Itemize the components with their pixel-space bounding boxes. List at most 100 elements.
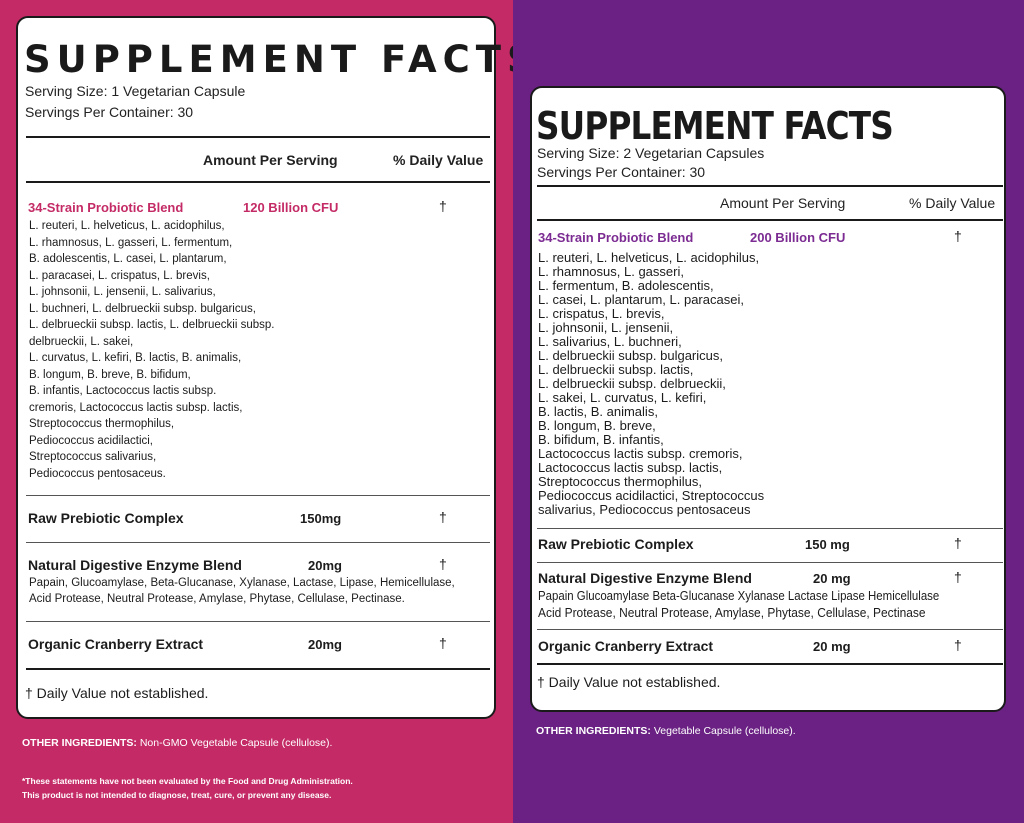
disclaimer-line: *These statements have not been evaluate…	[22, 776, 353, 786]
left-divider-bottom	[26, 668, 490, 670]
right-footnote: † Daily Value not established.	[537, 674, 721, 690]
left-title: SUPPLEMENT FACTS	[24, 38, 540, 81]
left-other-ingredients: OTHER INGREDIENTS: Non-GMO Vegetable Cap…	[22, 737, 332, 749]
strain-line: cremoris, Lactococcus lactis subsp. lact…	[29, 401, 243, 414]
right-label-panel: SUPPLEMENT FACTS Serving Size: 2 Vegetar…	[513, 0, 1024, 823]
left-cranberry-name: Organic Cranberry Extract	[28, 636, 204, 652]
left-enzyme-amount: 20mg	[308, 558, 342, 573]
strain-line: L. crispatus, L. brevis,	[538, 306, 665, 321]
right-enzyme-dv: †	[954, 569, 962, 585]
right-other-ingredients-value: Vegetable Capsule (cellulose).	[650, 725, 796, 737]
left-other-ingredients-label: OTHER INGREDIENTS:	[22, 737, 137, 749]
strain-line: B. longum, B. breve,	[538, 418, 656, 433]
strain-line: Lactococcus lactis subsp. lactis,	[538, 460, 723, 475]
left-divider-header	[26, 181, 490, 183]
strain-line: Streptococcus salivarius,	[29, 451, 157, 463]
strain-line: L. curvatus, L. kefiri, B. lactis, B. an…	[29, 352, 242, 364]
strain-line: L. casei, L. plantarum, L. paracasei,	[538, 292, 744, 307]
strain-line: L. delbrueckii subsp. lactis,	[538, 362, 694, 377]
strain-line: L. fermentum, B. adolescentis,	[538, 278, 714, 293]
right-divider-enzyme	[537, 629, 1003, 630]
right-other-ingredients: OTHER INGREDIENTS: Vegetable Capsule (ce…	[536, 725, 796, 737]
left-cranberry-amount: 20mg	[308, 637, 342, 652]
strain-line: Pediococcus acidilactici, Streptococcus	[538, 488, 765, 503]
left-divider-top	[26, 136, 490, 138]
left-label-panel: SUPPLEMENT FACTS Serving Size: 1 Vegetar…	[0, 0, 534, 823]
strain-line: L. reuteri, L. helveticus, L. acidophilu…	[29, 220, 225, 232]
strain-line: L. rhamnosus, L. gasseri, L. fermentum,	[29, 236, 233, 249]
right-supplement-facts-card: SUPPLEMENT FACTS Serving Size: 2 Vegetar…	[530, 86, 1006, 712]
strain-line: delbrueckii, L. sakei,	[29, 335, 134, 348]
strain-line: L. salivarius, L. buchneri,	[538, 334, 682, 349]
right-probiotic-blend-amount: 200 Billion CFU	[750, 230, 846, 245]
left-prebiotic-name: Raw Prebiotic Complex	[28, 510, 184, 526]
right-divider-bottom	[537, 663, 1003, 665]
right-other-ingredients-label: OTHER INGREDIENTS:	[536, 725, 651, 737]
right-divider-prebiotic	[537, 562, 1003, 563]
right-divider-top	[537, 185, 1003, 187]
right-title: SUPPLEMENT FACTS	[536, 104, 894, 148]
strain-line: L. sakei, L. curvatus, L. kefiri,	[538, 390, 707, 405]
right-strain-list: L. reuteri, L. helveticus, L. acidophilu…	[538, 251, 978, 517]
enzyme-line: Papain, Glucoamylase, Beta-Glucanase, Xy…	[29, 577, 455, 589]
left-serving-size: Serving Size: 1 Vegetarian Capsule	[25, 83, 246, 99]
strain-line: L. rhamnosus, L. gasseri,	[538, 264, 684, 279]
left-fda-disclaimer: *These statements have not been evaluate…	[22, 774, 502, 802]
right-prebiotic-dv: †	[954, 535, 962, 551]
left-probiotic-blend-amount: 120 Billion CFU	[243, 200, 339, 215]
left-strain-list: L. reuteri, L. helveticus, L. acidophilu…	[29, 218, 469, 482]
strain-line: L. buchneri, L. delbrueckii subsp. bulga…	[29, 302, 256, 315]
right-divider-header	[537, 219, 1003, 221]
right-header-amount: Amount Per Serving	[720, 195, 846, 211]
right-enzyme-list: Papain Glucoamylase Beta-Glucanase Xylan…	[538, 587, 1004, 621]
strain-line: L. paracasei, L. crispatus, L. brevis,	[29, 269, 210, 282]
strain-line: Lactococcus lactis subsp. cremoris,	[538, 446, 743, 461]
right-cranberry-name: Organic Cranberry Extract	[538, 638, 714, 654]
left-divider-prebiotic	[26, 542, 490, 543]
left-header-amount: Amount Per Serving	[203, 152, 338, 168]
right-servings-per-container: Servings Per Container: 30	[537, 164, 706, 180]
strain-line: B. adolescentis, L. casei, L. plantarum,	[29, 253, 227, 265]
right-cranberry-dv: †	[954, 637, 962, 653]
right-serving-size: Serving Size: 2 Vegetarian Capsules	[537, 145, 765, 161]
right-probiotic-blend-dv: †	[954, 228, 962, 244]
enzyme-line: Papain Glucoamylase Beta-Glucanase Xylan…	[538, 588, 940, 603]
strain-line: B. lactis, B. animalis,	[538, 404, 658, 419]
left-enzyme-list: Papain, Glucoamylase, Beta-Glucanase, Xy…	[29, 575, 489, 607]
left-other-ingredients-value: Non-GMO Vegetable Capsule (cellulose).	[136, 737, 333, 749]
enzyme-line: Acid Protease, Neutral Protease, Amylase…	[29, 593, 405, 605]
left-servings-per-container: Servings Per Container: 30	[25, 104, 194, 120]
strain-line: L. reuteri, L. helveticus, L. acidophilu…	[538, 250, 760, 265]
enzyme-line: Acid Protease, Neutral Protease, Amylase…	[538, 605, 926, 620]
strain-line: Pediococcus pentosaceus.	[29, 467, 166, 480]
right-probiotic-blend-name: 34-Strain Probiotic Blend	[538, 230, 694, 245]
left-footnote: † Daily Value not established.	[25, 685, 209, 701]
left-supplement-facts-card: SUPPLEMENT FACTS Serving Size: 1 Vegetar…	[16, 16, 534, 719]
strain-line: L. delbrueckii subsp. lactis, L. delbrue…	[29, 319, 275, 331]
strain-line: Streptococcus thermophilus,	[538, 474, 703, 489]
left-probiotic-blend-name: 34-Strain Probiotic Blend	[28, 200, 184, 215]
strain-line: salivarius, Pediococcus pentosaceus	[538, 502, 751, 517]
left-divider-enzyme	[26, 621, 490, 622]
disclaimer-line: This product is not intended to diagnose…	[22, 790, 332, 800]
strain-line: Pediococcus acidilactici,	[29, 434, 154, 447]
left-probiotic-blend-dv: †	[439, 198, 447, 214]
right-cranberry-amount: 20 mg	[813, 639, 851, 654]
right-divider-blend	[537, 528, 1003, 529]
left-prebiotic-dv: †	[439, 509, 447, 525]
strain-line: L. delbrueckii subsp. delbrueckii,	[538, 376, 726, 391]
left-cranberry-dv: †	[439, 635, 447, 651]
right-prebiotic-amount: 150 mg	[805, 537, 850, 552]
left-enzyme-dv: †	[439, 556, 447, 572]
strain-line: L. johnsonii, L. jensenii, L. salivarius…	[29, 286, 216, 298]
right-enzyme-name: Natural Digestive Enzyme Blend	[538, 570, 752, 586]
left-divider-blend	[26, 495, 490, 496]
left-enzyme-name: Natural Digestive Enzyme Blend	[28, 557, 242, 573]
strain-line: B. infantis, Lactococcus lactis subsp.	[29, 385, 217, 397]
strain-line: L. johnsonii, L. jensenii,	[538, 320, 674, 335]
left-prebiotic-amount: 150mg	[300, 511, 342, 526]
strain-line: Streptococcus thermophilus,	[29, 418, 175, 430]
strain-line: L. delbrueckii subsp. bulgaricus,	[538, 348, 723, 363]
right-header-daily-value: % Daily Value	[909, 195, 996, 211]
strain-line: B. bifidum, B. infantis,	[538, 432, 664, 447]
